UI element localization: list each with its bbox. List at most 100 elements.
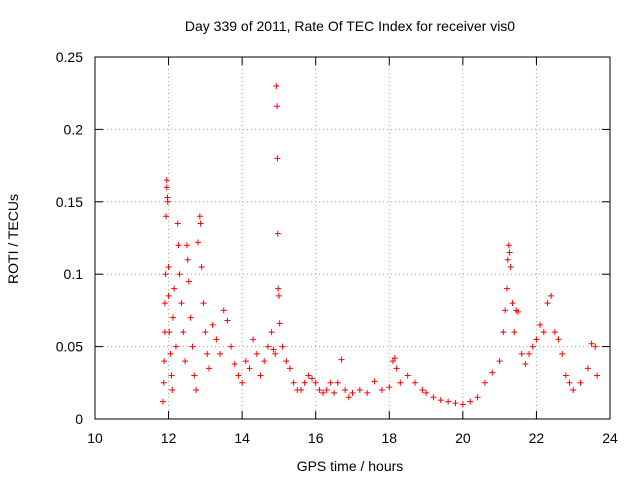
data-point [290,379,297,386]
data-point [286,365,293,372]
data-point [246,365,253,372]
data-point [548,292,555,299]
y-tick-label: 0.25 [56,49,83,65]
x-tick-label: 12 [161,430,177,446]
data-point [562,372,569,379]
data-point [533,336,540,343]
data-point [459,401,466,408]
data-point [176,271,183,278]
data-point [305,372,312,379]
data-point [275,285,282,292]
data-point [301,379,308,386]
data-point [506,249,513,256]
data-point [242,358,249,365]
data-point [529,343,536,350]
data-point [320,389,327,396]
data-point [174,220,181,227]
data-point [160,398,167,405]
data-point [178,300,185,307]
data-point [423,389,430,396]
data-point [189,343,196,350]
data-point [166,329,173,336]
data-point [404,372,411,379]
data-point [160,379,167,386]
data-point [276,320,283,327]
data-point [239,379,246,386]
data-point [217,350,224,357]
x-tick-label: 16 [308,430,324,446]
data-point [391,355,398,362]
axis-ticks: 10 12 14 16 18 20 22 24 0 0.05 0.1 0.15 0.2 0.25 [56,49,618,446]
data-point [393,365,400,372]
data-point [364,389,371,396]
data-point [165,263,172,270]
data-point [518,350,525,357]
data-point [515,308,522,315]
data-point [505,242,512,249]
data-point [198,263,205,270]
data-point [559,350,566,357]
data-point [342,387,349,394]
x-tick-label: 24 [602,430,618,446]
data-point [272,350,279,357]
data-point [231,360,238,367]
data-point [537,321,544,328]
data-point [180,329,187,336]
data-point [175,242,182,249]
data-point [273,82,280,89]
data-point [544,300,551,307]
data-point [430,394,437,401]
data-point [397,379,404,386]
data-point [345,394,352,401]
data-point [167,350,174,357]
y-axis-label: ROTI / TECUs [5,194,21,284]
data-point [168,372,175,379]
data-point [202,329,209,336]
data-point [312,379,319,386]
data-point [298,387,304,394]
data-point [206,365,213,372]
data-point [452,400,459,407]
x-tick-label: 14 [234,430,250,446]
data-point [220,307,227,314]
data-point [507,263,514,270]
data-point [163,177,170,184]
data-point [283,358,290,365]
data-point [481,379,488,386]
data-point [378,387,385,394]
grid-lines [95,57,610,419]
data-point [197,220,204,227]
data-point [235,372,242,379]
data-point [185,278,192,285]
data-point [161,300,168,307]
data-point [489,369,496,376]
data-point [577,379,584,386]
data-point [356,387,363,394]
data-point [551,329,558,336]
data-point [594,372,601,379]
data-point [275,292,282,299]
data-point [445,398,452,405]
data-point [570,387,577,394]
data-point [209,321,216,328]
data-point [331,389,338,396]
data-point [474,394,481,401]
data-point [204,350,211,357]
x-tick-label: 18 [381,430,397,446]
data-point [270,346,277,353]
data-points [160,82,601,408]
data-point [412,379,419,386]
data-point [522,360,529,367]
data-point [592,343,599,350]
x-tick-label: 10 [87,430,103,446]
data-point [196,213,203,220]
data-point [588,340,595,347]
data-point [584,365,591,372]
data-point [274,155,281,162]
data-point [169,314,176,321]
data-point [162,213,169,220]
data-point [467,398,474,405]
data-point [224,317,231,324]
data-point [191,372,198,379]
